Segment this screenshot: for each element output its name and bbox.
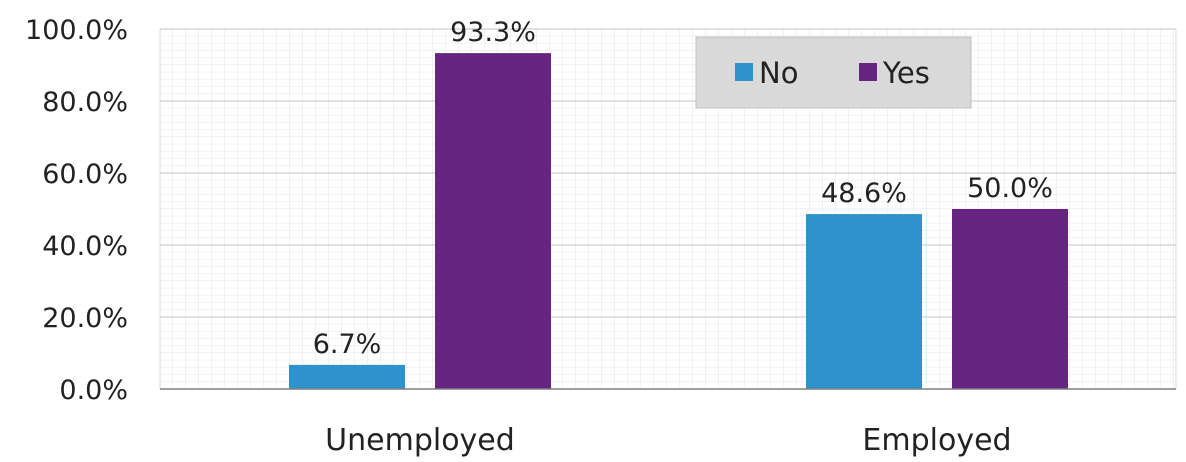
legend-swatch [735, 63, 753, 81]
y-tick-label: 100.0% [25, 15, 128, 46]
legend: No Yes [695, 36, 972, 109]
bar-yes-employed [952, 209, 1068, 389]
legend-swatch [859, 63, 877, 81]
bars [289, 53, 1068, 390]
legend-label: Yes [882, 56, 930, 90]
legend-item-yes: Yes [859, 56, 930, 90]
data-label: 93.3% [450, 17, 536, 48]
y-tick-label: 0.0% [59, 375, 128, 406]
bar-yes-unemployed [435, 53, 551, 390]
legend-label: No [759, 56, 798, 90]
data-label: 50.0% [967, 173, 1053, 204]
x-tick-label: Unemployed [325, 423, 515, 458]
legend-item-no: No [735, 56, 798, 90]
data-labels: 6.7% 48.6% 93.3% 50.0% [313, 17, 1053, 360]
y-tick-label: 40.0% [42, 231, 128, 262]
y-axis: 0.0% 20.0% 40.0% 60.0% 80.0% 100.0% [25, 15, 128, 406]
bar-no-unemployed [289, 364, 405, 389]
y-tick-label: 60.0% [42, 159, 128, 190]
y-tick-label: 80.0% [42, 87, 128, 118]
y-tick-label: 20.0% [42, 303, 128, 334]
x-tick-label: Employed [862, 423, 1011, 458]
bar-no-employed [806, 214, 922, 389]
x-axis: Unemployed Employed [160, 388, 1176, 458]
data-label: 48.6% [821, 178, 907, 209]
data-label: 6.7% [313, 329, 382, 360]
